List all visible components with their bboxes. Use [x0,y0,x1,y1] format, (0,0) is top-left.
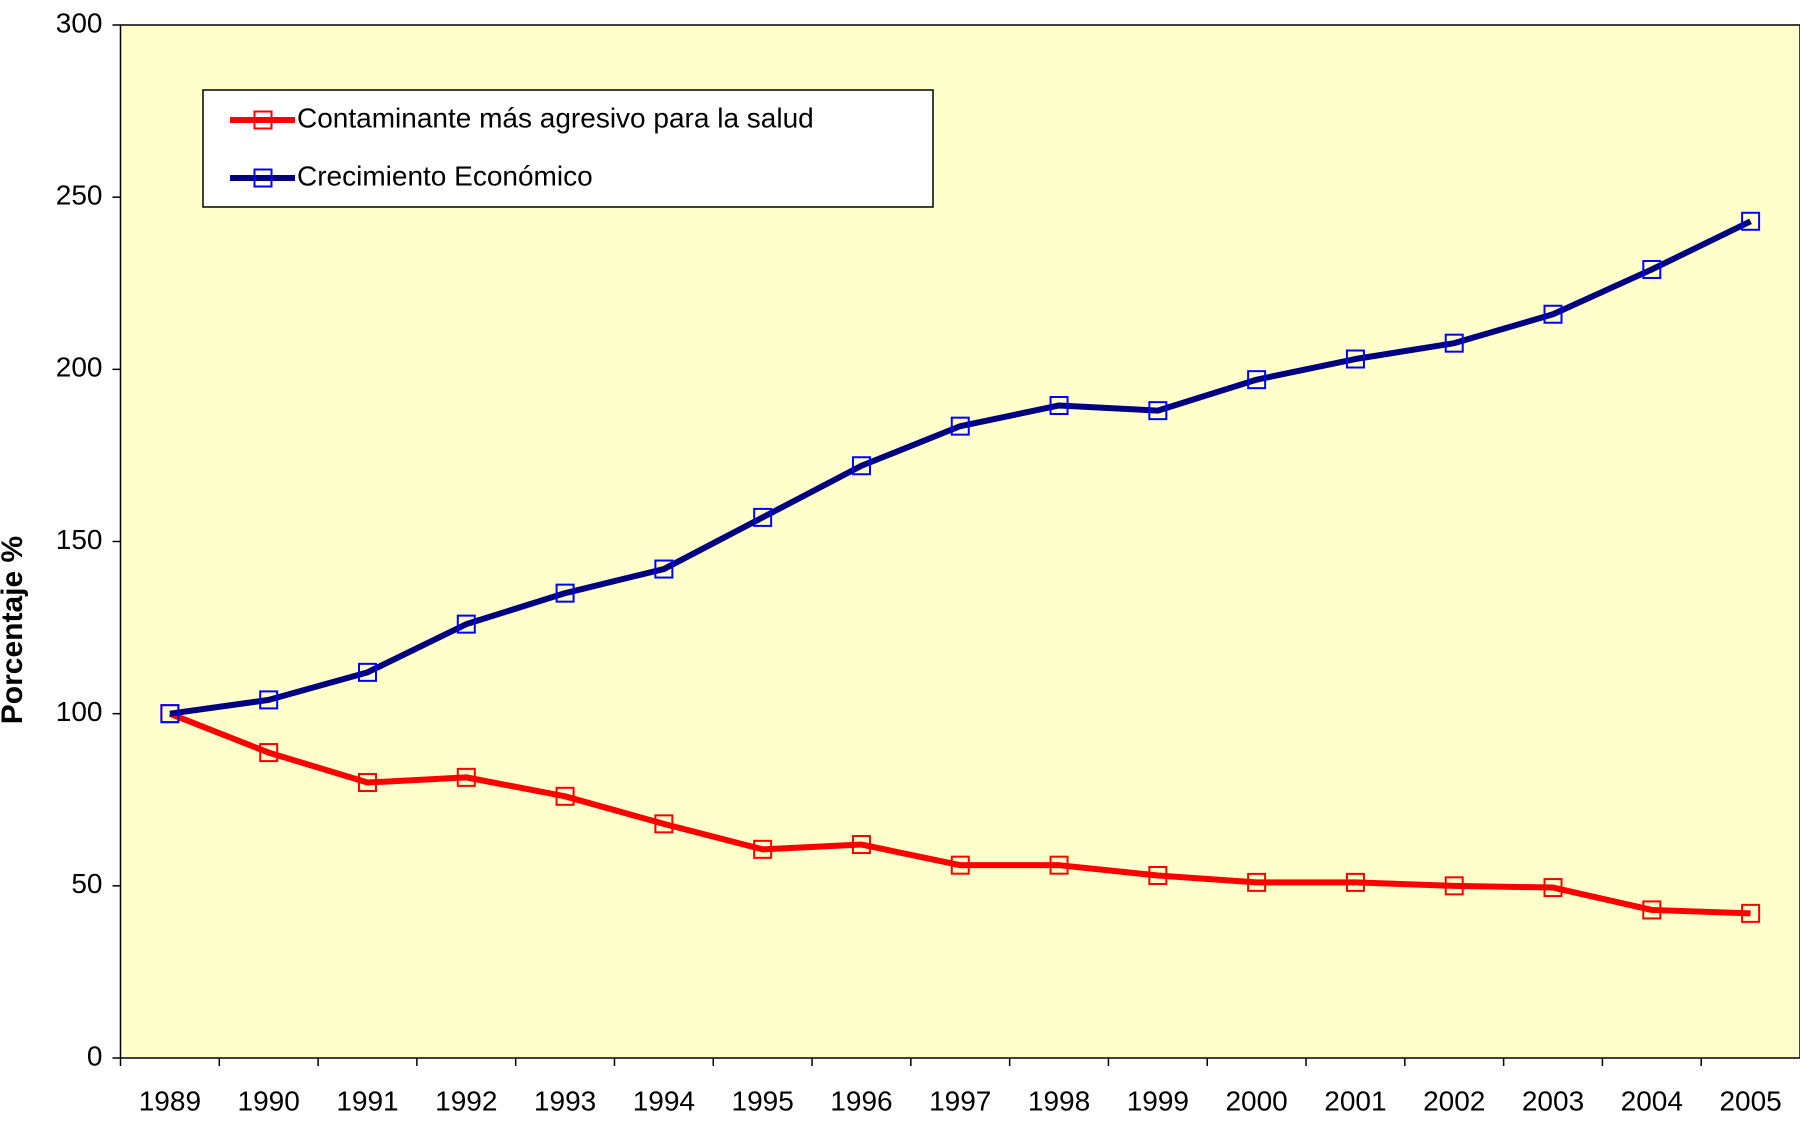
data-point [1444,876,1464,896]
data-point [1247,872,1267,892]
data-point [654,814,674,834]
data-point [1345,349,1365,369]
legend-marker [253,110,273,130]
legend-label: Crecimiento Económico [297,160,593,191]
data-point [851,835,871,855]
x-tick-label: 2000 [1225,1085,1287,1116]
data-point [1049,855,1069,875]
series-line [168,710,1751,917]
x-tick-label: 1994 [633,1085,695,1116]
data-point [1247,370,1267,390]
y-tick-label: 50 [71,868,102,899]
y-axis-label: Porcentaje % [0,536,29,724]
x-tick-label: 1993 [534,1085,596,1116]
legend-label: Contaminante más agresivo para la salud [297,102,814,133]
data-point [950,416,970,436]
y-tick-label: 300 [56,7,103,38]
data-point [160,704,180,724]
data-point [357,773,377,793]
data-point [1148,866,1168,886]
data-point [753,507,773,527]
x-tick-label: 1992 [435,1085,497,1116]
data-point [753,839,773,859]
data-point [1642,900,1662,920]
data-point [1642,259,1662,279]
data-point [1543,304,1563,324]
legend [202,89,934,208]
x-tick-label: 1990 [238,1085,300,1116]
x-tick-label: 2003 [1522,1085,1584,1116]
legend-marker [253,168,273,188]
data-point [456,767,476,787]
data-point [1741,903,1761,923]
data-point [1345,872,1365,892]
data-point [654,559,674,579]
x-tick-label: 1995 [732,1085,794,1116]
y-tick-label: 100 [56,696,103,727]
y-tick-label: 250 [56,180,103,211]
data-point [1148,401,1168,421]
data-point [555,583,575,603]
data-point [456,614,476,634]
x-tick-label: 1997 [929,1085,991,1116]
x-tick-label: 1999 [1127,1085,1189,1116]
y-tick-label: 150 [56,524,103,555]
data-point [1543,878,1563,898]
data-point [1741,211,1761,231]
x-tick-label: 2001 [1324,1085,1386,1116]
x-tick-label: 1991 [336,1085,398,1116]
series-line [169,218,1752,717]
data-point [259,690,279,710]
y-tick-label: 0 [87,1040,103,1071]
y-tick-label: 200 [56,352,103,383]
x-tick-label: 2002 [1423,1085,1485,1116]
x-tick-label: 1989 [139,1085,201,1116]
data-point [1444,333,1464,353]
data-point [259,743,279,763]
x-tick-label: 1998 [1028,1085,1090,1116]
data-point [950,855,970,875]
x-tick-label: 2005 [1719,1085,1781,1116]
data-point [1049,395,1069,415]
data-point [851,456,871,476]
x-tick-label: 2004 [1621,1085,1683,1116]
data-point [357,662,377,682]
data-point [555,786,575,806]
x-tick-label: 1996 [830,1085,892,1116]
